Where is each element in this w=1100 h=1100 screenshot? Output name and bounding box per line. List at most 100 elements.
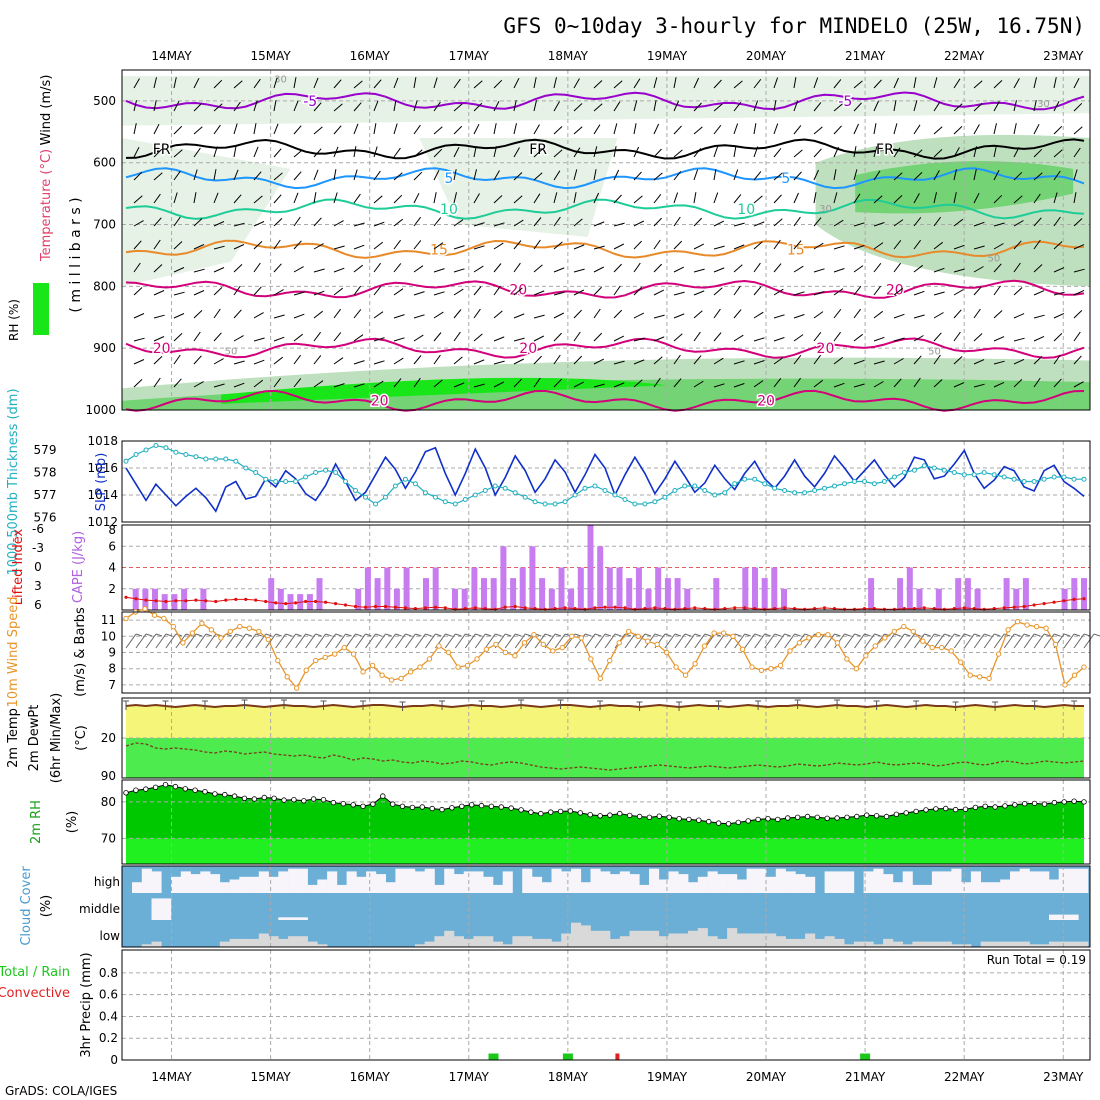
wind-barb: [1033, 377, 1041, 388]
cloud-high-bar: [834, 871, 845, 893]
wind-barb: [784, 633, 796, 649]
cape-bar: [897, 578, 904, 610]
li-point: [703, 607, 707, 611]
cloud-high-bar: [385, 882, 396, 893]
wind-barb: [873, 100, 879, 112]
wind-barb: [213, 245, 225, 250]
wind-barb: [573, 331, 581, 342]
li-point: [373, 604, 378, 609]
wind-barb: [613, 243, 625, 250]
wind-barb: [593, 245, 605, 250]
thickness-tick-label: 577: [34, 488, 57, 502]
wind-barb: [424, 633, 436, 649]
wind-barb: [1033, 217, 1042, 227]
isotherm-label: FR: [876, 142, 894, 158]
cloud-low-bar: [151, 941, 162, 947]
wind10m-point: [531, 632, 537, 638]
li-point: [1062, 599, 1066, 603]
wind-barb: [333, 357, 344, 365]
wind-barb: [753, 195, 763, 204]
wind-barb: [973, 169, 977, 181]
cloud-high-bar: [590, 868, 601, 893]
wind-barb: [793, 377, 801, 388]
li-point: [244, 597, 248, 602]
wind10m-point: [711, 630, 717, 636]
li-point: [174, 599, 178, 603]
wind-barb: [213, 308, 221, 319]
wind-barb: [153, 377, 161, 388]
wind-barb: [365, 633, 376, 649]
wind-barb: [934, 633, 941, 637]
wind-barb: [553, 216, 561, 227]
wind-barb: [993, 123, 997, 135]
wind-barb: [453, 268, 465, 273]
wind-barb: [853, 80, 863, 89]
wind10m-point: [512, 653, 518, 659]
wind-barb: [1073, 355, 1082, 365]
wind-barb: [593, 103, 603, 112]
wind-barb: [393, 77, 399, 89]
thickness-point: [842, 481, 847, 487]
wind-barb: [433, 148, 443, 158]
date-tick-label: 18MAY: [548, 1070, 589, 1084]
slp-line: [125, 446, 1085, 513]
temp-dewpt-frame: [121, 697, 1091, 779]
cape-bar: [558, 567, 565, 610]
isotherm-label: 20: [519, 341, 537, 357]
wind-barb: [213, 103, 223, 112]
dewpoint-fill: [126, 738, 1084, 778]
thickness-point: [1051, 474, 1057, 480]
wind-barb: [753, 311, 764, 319]
wind-barb: [273, 172, 283, 181]
wind-barb: [753, 337, 765, 342]
cloud-high-bar: [1039, 871, 1050, 893]
thickness-point: [462, 497, 468, 502]
wind-barb: [533, 314, 545, 319]
wind-barb: [813, 102, 822, 112]
wind-barb: [293, 192, 299, 204]
wind10m-point: [464, 662, 471, 669]
wind-barb: [313, 268, 325, 273]
wind-barb: [953, 103, 963, 112]
wind-barb: [844, 633, 851, 637]
wind-barb: [353, 264, 364, 273]
wind-barb: [873, 310, 884, 319]
wind-barb: [924, 633, 931, 637]
wind-barb: [893, 172, 903, 181]
wind-barb: [873, 285, 881, 296]
rh2m-point: [982, 803, 988, 809]
wind-barb: [1033, 193, 1041, 204]
cloud-high-bar: [229, 879, 240, 893]
wind-barb: [693, 169, 699, 181]
thickness-point: [682, 483, 688, 489]
wind-barb: [713, 124, 722, 135]
cape-bar: [664, 578, 671, 610]
wind-barb: [1013, 240, 1022, 250]
wind-barb: [533, 149, 543, 158]
cloud-high-bar: [258, 871, 269, 893]
li-point: [413, 607, 417, 611]
rh2m-point: [281, 797, 287, 803]
slp-axis-label: SLP (mb): [94, 453, 109, 512]
wind-barb: [233, 80, 243, 89]
wind-barb: [613, 80, 623, 89]
li-point: [1052, 600, 1056, 604]
wind-barb: [453, 103, 463, 112]
wind-barb: [793, 314, 805, 319]
rh2m-point: [775, 816, 781, 823]
wind-barb: [793, 125, 802, 135]
rh2m-point: [429, 805, 435, 812]
temp-tick-label: 90: [101, 769, 116, 783]
wind-barb: [753, 380, 764, 388]
rh2m-point: [310, 796, 317, 802]
wind-barb: [1033, 335, 1045, 342]
wind-barb: [553, 241, 563, 250]
wind-barb: [1013, 337, 1025, 342]
wind-barb: [253, 262, 261, 273]
wind-barb: [1073, 77, 1080, 89]
wind-barb: [1073, 126, 1083, 135]
wind-barb: [753, 221, 765, 227]
